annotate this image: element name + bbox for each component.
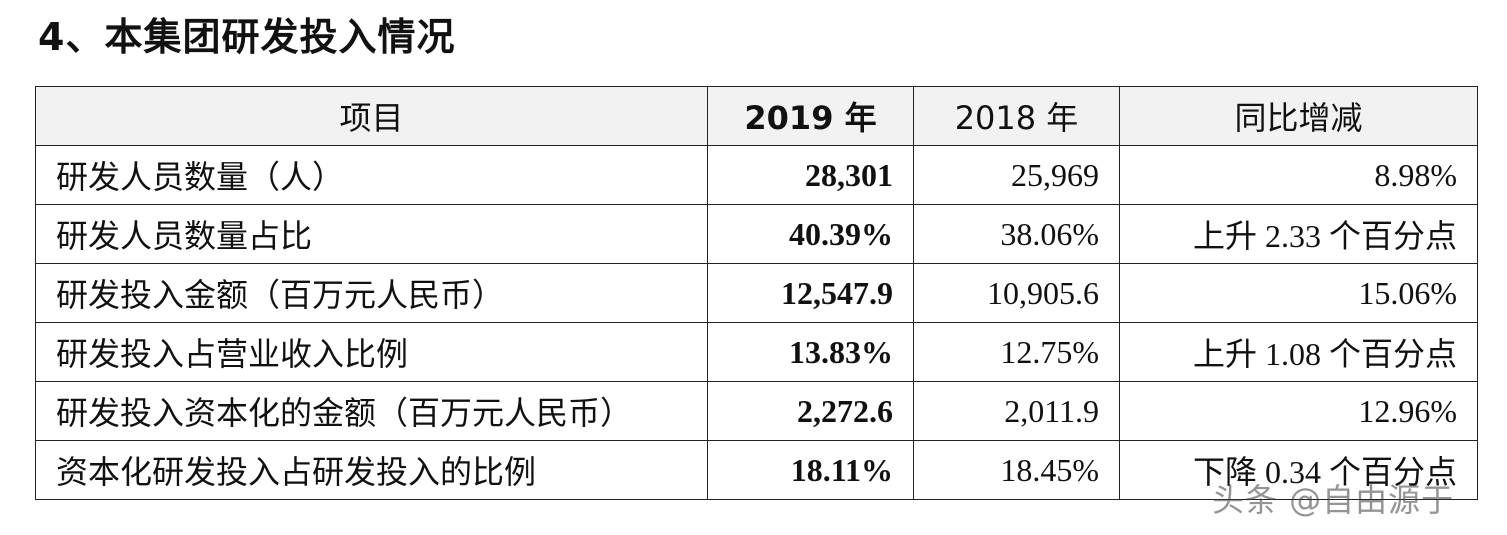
value-2018: 38.06% [913, 204, 1120, 264]
row-label: 研发投入资本化的金额（百万元人民币） [35, 381, 708, 441]
table-row: 资本化研发投入占研发投入的比例 18.11% 18.45% 下降 0.34 个百… [35, 440, 1478, 500]
row-label: 研发人员数量占比 [35, 204, 708, 264]
table-row: 研发人员数量（人） 28,301 25,969 8.98% [35, 145, 1478, 205]
header-2019: 2019 年 [707, 86, 914, 146]
value-change: 上升 1.08 个百分点 [1119, 322, 1478, 382]
row-label: 研发投入占营业收入比例 [35, 322, 708, 382]
table-row: 研发人员数量占比 40.39% 38.06% 上升 2.33 个百分点 [35, 204, 1478, 264]
header-yoy-change: 同比增减 [1119, 86, 1478, 146]
value-change: 下降 0.34 个百分点 [1119, 440, 1478, 500]
row-label: 资本化研发投入占研发投入的比例 [35, 440, 708, 500]
value-2019: 2,272.6 [707, 381, 914, 441]
value-2019: 13.83% [707, 322, 914, 382]
watermark: 头条 @自由源于 [1212, 481, 1455, 519]
value-change: 8.98% [1119, 145, 1478, 205]
table-row: 研发投入占营业收入比例 13.83% 12.75% 上升 1.08 个百分点 [35, 322, 1478, 382]
section-heading: 4、本集团研发投入情况 [38, 15, 456, 59]
value-2018: 25,969 [913, 145, 1120, 205]
value-2018: 12.75% [913, 322, 1120, 382]
rd-investment-table: 项目 2019 年 2018 年 同比增减 研发人员数量（人） 28,301 2… [35, 86, 1478, 500]
value-change: 15.06% [1119, 263, 1478, 323]
value-2018: 2,011.9 [913, 381, 1120, 441]
value-change: 上升 2.33 个百分点 [1119, 204, 1478, 264]
value-2019: 40.39% [707, 204, 914, 264]
header-2018: 2018 年 [913, 86, 1120, 146]
value-2018: 10,905.6 [913, 263, 1120, 323]
value-change: 12.96% [1119, 381, 1478, 441]
table-header-row: 项目 2019 年 2018 年 同比增减 [35, 86, 1478, 146]
row-label: 研发人员数量（人） [35, 145, 708, 205]
table-row: 研发投入金额（百万元人民币） 12,547.9 10,905.6 15.06% [35, 263, 1478, 323]
value-2018: 18.45% [913, 440, 1120, 500]
value-2019: 28,301 [707, 145, 914, 205]
value-2019: 12,547.9 [707, 263, 914, 323]
table-row: 研发投入资本化的金额（百万元人民币） 2,272.6 2,011.9 12.96… [35, 381, 1478, 441]
value-2019: 18.11% [707, 440, 914, 500]
header-item: 项目 [35, 86, 708, 146]
row-label: 研发投入金额（百万元人民币） [35, 263, 708, 323]
